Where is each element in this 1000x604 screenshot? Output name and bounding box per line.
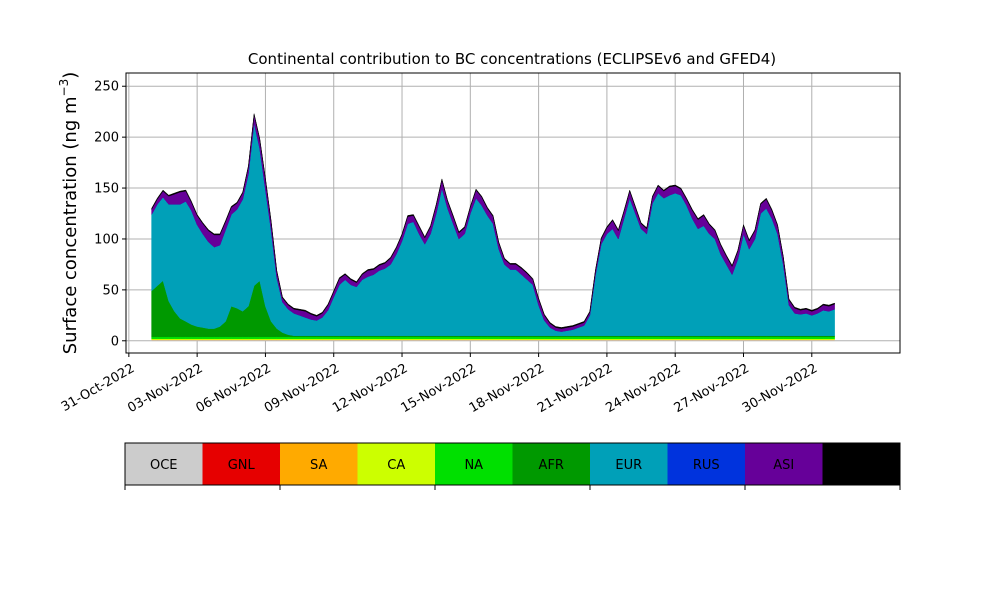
legend-swatch-na (435, 443, 513, 485)
legend-label: GNL (228, 458, 256, 473)
y-tick-label: 250 (94, 80, 119, 95)
x-tick-label: 24-Nov-2022 (603, 361, 683, 416)
x-tick-label: 30-Nov-2022 (740, 361, 820, 416)
stacked-areas (151, 113, 835, 342)
legend-label: AUS (848, 458, 875, 473)
legend-swatch-rus (667, 443, 746, 485)
y-tick-label: 150 (94, 182, 119, 197)
x-tick-label: 06-Nov-2022 (194, 361, 274, 416)
legend-colorbar: OCE GNL SA CA NA AFR EUR RUS ASI AUS (124, 442, 901, 490)
legend-swatch-afr (512, 443, 591, 485)
legend-frame (124, 442, 901, 486)
x-tick-label: 09-Nov-2022 (262, 361, 342, 416)
x-tick-label: 18-Nov-2022 (467, 361, 547, 416)
area-na (151, 336, 835, 339)
legend-label: CA (387, 458, 405, 473)
y-axis: 0 50 100 150 200 250 (94, 80, 126, 349)
y-axis-label: Surface concentration (ng m−3) (57, 72, 81, 355)
legend-swatch-sa (280, 443, 358, 485)
area-aus (151, 113, 835, 329)
x-axis: 31-Oct-202203-Nov-202206-Nov-202209-Nov-… (59, 353, 820, 416)
legend-swatch-aus (822, 443, 901, 485)
legend-label: ASI (773, 458, 794, 473)
y-tick-label: 50 (102, 283, 119, 298)
legend-swatch-asi (745, 443, 823, 485)
x-tick-label: 15-Nov-2022 (398, 361, 478, 416)
y-tick-label: 200 (94, 131, 119, 146)
legend-label: OCE (150, 458, 178, 473)
x-tick-label: 12-Nov-2022 (330, 361, 410, 416)
legend-label: AFR (539, 458, 564, 473)
x-tick-label: 31-Oct-2022 (59, 361, 137, 415)
y-tick-label: 0 (111, 334, 119, 349)
chart-title: Continental contribution to BC concentra… (248, 50, 776, 68)
legend-label: SA (310, 458, 327, 473)
legend-label: EUR (615, 458, 642, 473)
legend-label: NA (464, 458, 483, 473)
legend-swatch-oce (125, 443, 203, 485)
x-tick-label: 21-Nov-2022 (535, 361, 615, 416)
y-tick-label: 100 (94, 232, 119, 247)
legend-swatch-eur (590, 443, 668, 485)
x-tick-label: 03-Nov-2022 (125, 361, 205, 416)
legend-swatch-ca (357, 443, 436, 485)
legend-swatch-gnl (202, 443, 281, 485)
x-tick-label: 27-Nov-2022 (672, 361, 752, 416)
legend-label: RUS (693, 458, 720, 473)
plot-frame (125, 72, 901, 354)
